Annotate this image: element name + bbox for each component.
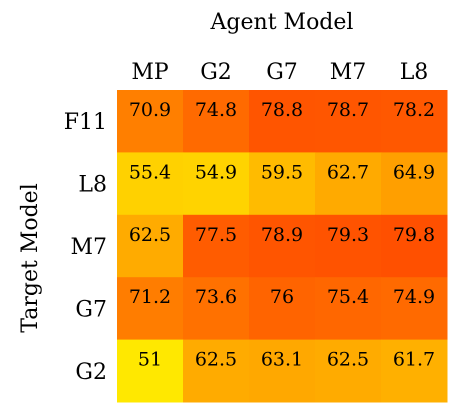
x-axis-label: Agent Model bbox=[210, 10, 354, 35]
y-tick-label: G7 bbox=[75, 297, 107, 322]
cell-value-label: 79.3 bbox=[327, 224, 369, 246]
y-axis-label: Target Model bbox=[18, 183, 43, 332]
cell-value-label: 61.7 bbox=[393, 349, 435, 371]
cell-value-label: 71.2 bbox=[129, 286, 171, 308]
cell-value-label: 78.8 bbox=[261, 99, 303, 121]
heatmap-cell bbox=[315, 152, 382, 216]
cell-value-label: 54.9 bbox=[195, 161, 237, 183]
heatmap-cell bbox=[249, 277, 316, 341]
y-tick-label: L8 bbox=[78, 173, 107, 198]
heatmap-cells: 70.9 74.8 78.8 78.7 78.2 55.4 54.9 59.5 62.7 64.9… bbox=[117, 90, 448, 403]
x-tick-label: G7 bbox=[266, 60, 298, 85]
cell-value-label: 73.6 bbox=[195, 286, 237, 308]
heatmap-cell bbox=[315, 90, 382, 153]
heatmap-cell bbox=[249, 214, 316, 278]
cell-value-label: 64.9 bbox=[393, 161, 435, 183]
y-tick-labels: F11 L8 M7 G7 G2 bbox=[64, 110, 107, 385]
cell-value-label: 78.2 bbox=[393, 99, 435, 121]
cell-value-label: 74.9 bbox=[393, 286, 435, 308]
cell-value-label: 63.1 bbox=[261, 349, 303, 371]
y-tick-label: F11 bbox=[64, 110, 107, 135]
cell-value-label: 78.7 bbox=[327, 99, 369, 121]
heatmap-cell bbox=[117, 339, 184, 403]
x-tick-label: M7 bbox=[330, 60, 367, 85]
heatmap-cell bbox=[381, 339, 448, 403]
cell-value-label: 75.4 bbox=[327, 286, 369, 308]
heatmap-cell bbox=[381, 152, 448, 216]
cell-value-label: 78.9 bbox=[261, 224, 303, 246]
heatmap-cell bbox=[117, 277, 184, 341]
y-tick-label: M7 bbox=[70, 235, 107, 260]
cell-value-label: 62.7 bbox=[327, 161, 369, 183]
heatmap-cell bbox=[183, 152, 250, 216]
heatmap-cell bbox=[183, 214, 250, 278]
x-tick-label: G2 bbox=[200, 60, 232, 85]
x-tick-label: L8 bbox=[400, 60, 429, 85]
x-tick-labels: MP G2 G7 M7 L8 bbox=[131, 60, 428, 85]
y-tick-label: G2 bbox=[75, 360, 107, 385]
heatmap-cell bbox=[117, 90, 184, 153]
heatmap-cell bbox=[183, 339, 250, 403]
heatmap-cell bbox=[315, 339, 382, 403]
cell-value-label: 59.5 bbox=[261, 161, 303, 183]
heatmap-cell bbox=[183, 277, 250, 341]
cell-value-label: 51 bbox=[138, 349, 162, 371]
cell-value-label: 70.9 bbox=[129, 99, 171, 121]
heatmap-cell bbox=[315, 277, 382, 341]
cell-value-label: 79.8 bbox=[393, 224, 435, 246]
heatmap-cell bbox=[183, 90, 250, 153]
cell-value-label: 62.5 bbox=[129, 224, 171, 246]
heatmap-cell bbox=[249, 152, 316, 216]
heatmap-cell bbox=[381, 277, 448, 341]
x-tick-label: MP bbox=[131, 60, 169, 85]
cell-value-label: 77.5 bbox=[195, 224, 237, 246]
cell-value-label: 76 bbox=[270, 286, 294, 308]
cell-value-label: 62.5 bbox=[195, 349, 237, 371]
heatmap-cell bbox=[249, 90, 316, 153]
cell-value-label: 55.4 bbox=[129, 161, 171, 183]
cell-value-label: 62.5 bbox=[327, 349, 369, 371]
heatmap-cell bbox=[381, 214, 448, 278]
heatmap-cell bbox=[381, 90, 448, 153]
cell-value-label: 74.8 bbox=[195, 99, 237, 121]
heatmap-cell bbox=[249, 339, 316, 403]
heatmap-cell bbox=[117, 152, 184, 216]
heatmap-cell bbox=[117, 214, 184, 278]
heatmap-cell bbox=[315, 214, 382, 278]
